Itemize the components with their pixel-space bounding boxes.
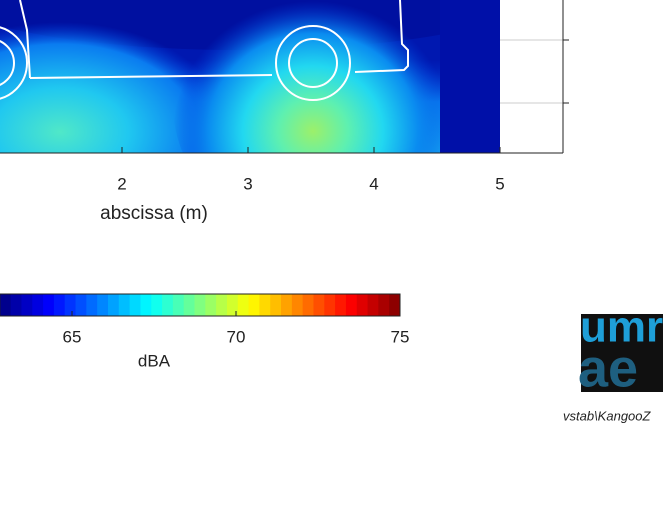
colorbar-cell (291, 294, 304, 316)
x-tick-label: 4 (369, 174, 378, 193)
colorbar-cell (216, 294, 228, 316)
colorbar-cell (140, 294, 152, 316)
x-tick-label: 2 (117, 174, 126, 193)
colorbar-cell (75, 294, 87, 316)
colorbar-label: dBA (138, 351, 171, 370)
colorbar-cell (237, 294, 250, 316)
colorbar-cell (389, 294, 401, 316)
colorbar-cell (259, 294, 271, 316)
colorbar-cell (32, 294, 44, 316)
colorbar-tick-label: 70 (227, 327, 246, 346)
colorbar-cell (302, 294, 314, 316)
colorbar-cell (356, 294, 369, 316)
colorbar-tick-label: 75 (391, 327, 410, 346)
colorbar-cell (118, 294, 131, 316)
footer-text: vstab\KangooZ (563, 408, 652, 423)
colorbar-cell (205, 294, 217, 316)
colorbar-cell (270, 294, 282, 316)
colorbar-cell (107, 294, 120, 316)
colorbar-cell (86, 294, 98, 316)
colorbar-cell (194, 294, 206, 316)
colorbar-cell (64, 294, 77, 316)
colorbar-cell (281, 294, 293, 316)
colorbar-cell (97, 294, 109, 316)
colorbar-cell (21, 294, 33, 316)
x-axis-label: abscissa (m) (100, 203, 208, 224)
colorbar-cell (345, 294, 358, 316)
colorbar-cell (162, 294, 174, 316)
logo-text: ae (578, 338, 638, 398)
colorbar-cell (324, 294, 336, 316)
colorbar: 65 70 75 (0, 293, 410, 346)
colorbar-cell (226, 294, 239, 316)
sound-field (0, 0, 500, 153)
colorbar-tick-label: 65 (63, 327, 82, 346)
colorbar-cell (335, 294, 347, 316)
colorbar-cell (0, 294, 12, 316)
colorbar-cell (248, 294, 260, 316)
colorbar-cell (43, 294, 55, 316)
x-tick-label: 5 (495, 174, 504, 193)
colorbar-frame (0, 293, 401, 317)
x-tick-label: 3 (243, 174, 252, 193)
colorbar-cell (172, 294, 185, 316)
logo (581, 314, 663, 392)
colorbar-cell (53, 294, 66, 316)
colorbar-cell (183, 294, 196, 316)
colorbar-cell (313, 294, 325, 316)
colorbar-cell (367, 294, 379, 316)
colorbar-cell (151, 294, 163, 316)
colorbar-cell (129, 294, 141, 316)
colorbar-cell (378, 294, 390, 316)
colorbar-cell (10, 294, 22, 316)
logo-text: umr (580, 303, 663, 352)
